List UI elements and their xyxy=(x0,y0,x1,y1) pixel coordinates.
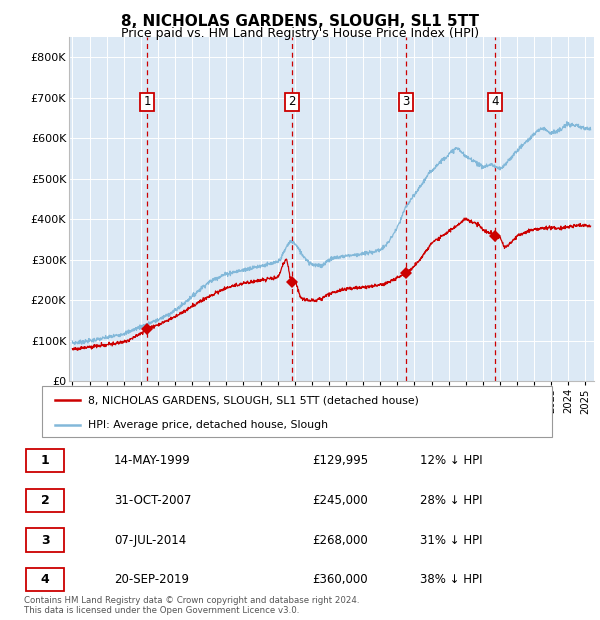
Text: £360,000: £360,000 xyxy=(312,574,368,586)
Text: £268,000: £268,000 xyxy=(312,534,368,546)
Text: 4: 4 xyxy=(41,574,49,586)
Text: 3: 3 xyxy=(41,534,49,546)
Text: 07-JUL-2014: 07-JUL-2014 xyxy=(114,534,186,546)
Text: 2: 2 xyxy=(288,95,296,108)
Text: HPI: Average price, detached house, Slough: HPI: Average price, detached house, Slou… xyxy=(88,420,328,430)
FancyBboxPatch shape xyxy=(26,568,64,591)
Text: 38% ↓ HPI: 38% ↓ HPI xyxy=(420,574,482,586)
FancyBboxPatch shape xyxy=(42,386,552,437)
Text: 1: 1 xyxy=(143,95,151,108)
Text: 8, NICHOLAS GARDENS, SLOUGH, SL1 5TT (detached house): 8, NICHOLAS GARDENS, SLOUGH, SL1 5TT (de… xyxy=(88,395,419,405)
FancyBboxPatch shape xyxy=(26,489,64,512)
Text: 3: 3 xyxy=(403,95,410,108)
Text: £129,995: £129,995 xyxy=(312,454,368,467)
Text: 14-MAY-1999: 14-MAY-1999 xyxy=(114,454,191,467)
Text: 20-SEP-2019: 20-SEP-2019 xyxy=(114,574,189,586)
Text: 12% ↓ HPI: 12% ↓ HPI xyxy=(420,454,482,467)
Text: 1: 1 xyxy=(41,454,49,467)
Text: 31% ↓ HPI: 31% ↓ HPI xyxy=(420,534,482,546)
Text: Contains HM Land Registry data © Crown copyright and database right 2024.
This d: Contains HM Land Registry data © Crown c… xyxy=(24,596,359,615)
Text: 4: 4 xyxy=(491,95,499,108)
Text: 31-OCT-2007: 31-OCT-2007 xyxy=(114,494,191,507)
Text: 28% ↓ HPI: 28% ↓ HPI xyxy=(420,494,482,507)
Text: £245,000: £245,000 xyxy=(312,494,368,507)
Text: 2: 2 xyxy=(41,494,49,507)
Text: Price paid vs. HM Land Registry's House Price Index (HPI): Price paid vs. HM Land Registry's House … xyxy=(121,27,479,40)
Text: 8, NICHOLAS GARDENS, SLOUGH, SL1 5TT: 8, NICHOLAS GARDENS, SLOUGH, SL1 5TT xyxy=(121,14,479,29)
FancyBboxPatch shape xyxy=(26,449,64,472)
FancyBboxPatch shape xyxy=(26,528,64,552)
